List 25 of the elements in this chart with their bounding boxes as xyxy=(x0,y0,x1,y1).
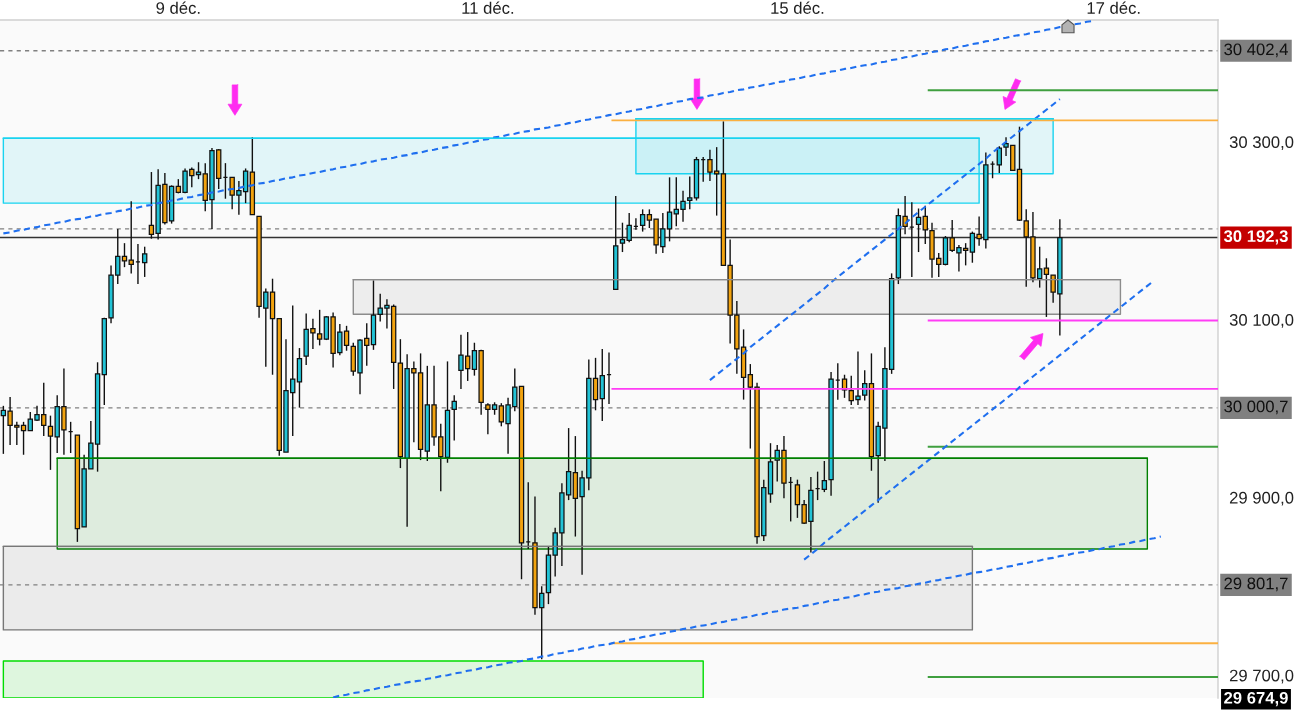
candlestick xyxy=(915,207,922,253)
ref-line-label: 29 801,7 xyxy=(1224,577,1288,592)
candlestick xyxy=(451,394,457,442)
candlestick xyxy=(687,175,693,211)
line-series xyxy=(332,535,1162,698)
y-tick-label: 29 700,0 xyxy=(1229,669,1294,684)
ref-line-label: 30 402,4 xyxy=(1224,43,1288,58)
candlestick xyxy=(1043,257,1050,318)
candlestick xyxy=(599,348,605,422)
ref-line-label: 30 192,3 xyxy=(1223,230,1288,245)
candlestick xyxy=(141,246,148,278)
x-tick-label: 15 déc. xyxy=(771,1,824,14)
x-tick-label: 11 déc. xyxy=(462,1,514,14)
y-tick-label: 30 300,0 xyxy=(1229,136,1294,150)
y-tick-label: 30 100,0 xyxy=(1229,314,1294,328)
candlestick xyxy=(821,460,828,493)
x-tick-label: 17 déc. xyxy=(1087,1,1140,14)
x-tick-label: 9 déc. xyxy=(156,1,200,14)
text: 29 674,9 xyxy=(1224,691,1288,707)
line-series xyxy=(708,98,1061,382)
candlestick xyxy=(639,208,646,233)
candlestick xyxy=(922,205,928,245)
ref-line-label: 30 000,7 xyxy=(1224,400,1288,415)
candlestick xyxy=(296,347,303,409)
y-tick-label: 29 900,0 xyxy=(1229,491,1294,506)
